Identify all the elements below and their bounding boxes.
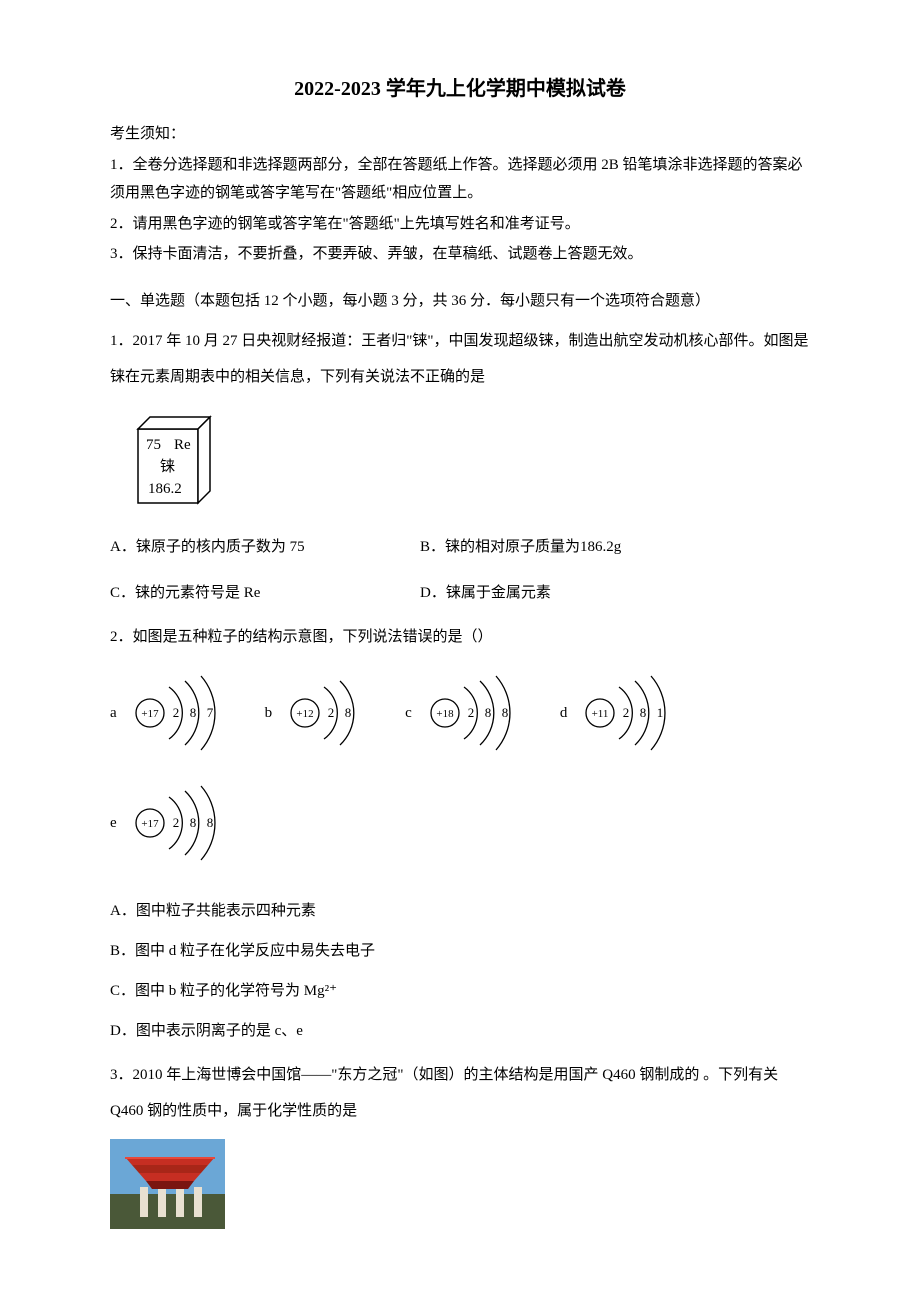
exam-title: 2022-2023 学年九上化学期中模拟试卷 (110, 70, 810, 108)
svg-text:8: 8 (206, 815, 213, 830)
q2-option-b: B．图中 d 粒子在化学反应中易失去电子 (110, 933, 810, 969)
svg-text:+12: +12 (297, 708, 314, 720)
svg-text:2: 2 (172, 705, 179, 720)
element-name: 铼 (160, 458, 175, 475)
svg-text:8: 8 (189, 705, 196, 720)
svg-text:+11: +11 (592, 708, 609, 720)
notice-item-3: 3．保持卡面清洁，不要折叠，不要弄破、弄皱，在草稿纸、试题卷上答题无效。 (110, 240, 810, 269)
q1-option-a: A．铼原子的核内质子数为 75 (110, 529, 420, 565)
q2-option-d: D．图中表示阴离子的是 c、e (110, 1013, 810, 1049)
svg-text:2: 2 (172, 815, 179, 830)
svg-text:2: 2 (328, 705, 335, 720)
q2-option-a: A．图中粒子共能表示四种元素 (110, 893, 810, 929)
svg-text:8: 8 (189, 815, 196, 830)
q1-option-b: B．铼的相对原子质量为186.2g (420, 529, 810, 565)
svg-text:8: 8 (502, 705, 509, 720)
atom-a: a +17 2 8 7 (110, 673, 235, 753)
svg-text:2: 2 (623, 705, 630, 720)
element-symbol: Re (174, 437, 191, 453)
svg-text:8: 8 (640, 705, 647, 720)
svg-text:1: 1 (657, 705, 664, 720)
atomic-number: 75 (146, 437, 161, 453)
notice-item-1: 1．全卷分选择题和非选择题两部分，全部在答题纸上作答。选择题必须用 2B 铅笔填… (110, 151, 810, 208)
svg-text:8: 8 (485, 705, 492, 720)
svg-text:+17: +17 (141, 818, 159, 830)
q2-text: 2．如图是五种粒子的结构示意图，下列说法错误的是（） (110, 619, 810, 655)
svg-text:7: 7 (206, 705, 213, 720)
svg-text:+18: +18 (436, 708, 454, 720)
q1-option-d: D．铼属于金属元素 (420, 575, 810, 611)
svg-text:+17: +17 (141, 708, 159, 720)
q1-text: 1．2017 年 10 月 27 日央视财经报道：王者归"铼"，中国发现超级铼，… (110, 323, 810, 395)
atom-d: d +11 2 8 1 (560, 673, 686, 753)
svg-text:8: 8 (345, 705, 352, 720)
atomic-mass: 186.2 (148, 481, 182, 497)
svg-text:2: 2 (468, 705, 475, 720)
notice-header: 考生须知： (110, 120, 810, 149)
atom-e: e +17 2 8 8 (110, 783, 235, 863)
q2-option-c: C．图中 b 粒子的化学符号为 Mg²⁺ (110, 973, 810, 1009)
section-1-header: 一、单选题（本题包括 12 个小题，每小题 3 分，共 36 分．每小题只有一个… (110, 287, 810, 316)
question-1: 1．2017 年 10 月 27 日央视财经报道：王者归"铼"，中国发现超级铼，… (110, 323, 810, 611)
question-3: 3．2010 年上海世博会中国馆——"东方之冠"（如图）的主体结构是用国产 Q4… (110, 1057, 810, 1229)
question-2: 2．如图是五种粒子的结构示意图，下列说法错误的是（） a +17 2 8 7 (110, 619, 810, 1049)
q3-text: 3．2010 年上海世博会中国馆——"东方之冠"（如图）的主体结构是用国产 Q4… (110, 1057, 810, 1129)
atom-b: b +12 2 8 (265, 673, 376, 753)
q1-option-c: C．铼的元素符号是 Re (110, 575, 420, 611)
periodic-element-box: 75 Re 铼 186.2 (130, 411, 230, 511)
atom-diagrams: a +17 2 8 7 b +12 (110, 673, 810, 863)
china-pavilion-image (110, 1139, 225, 1229)
notice-item-2: 2．请用黑色字迹的钢笔或答字笔在"答题纸"上先填写姓名和准考证号。 (110, 210, 810, 239)
atom-c: c +18 2 8 8 (405, 673, 530, 753)
